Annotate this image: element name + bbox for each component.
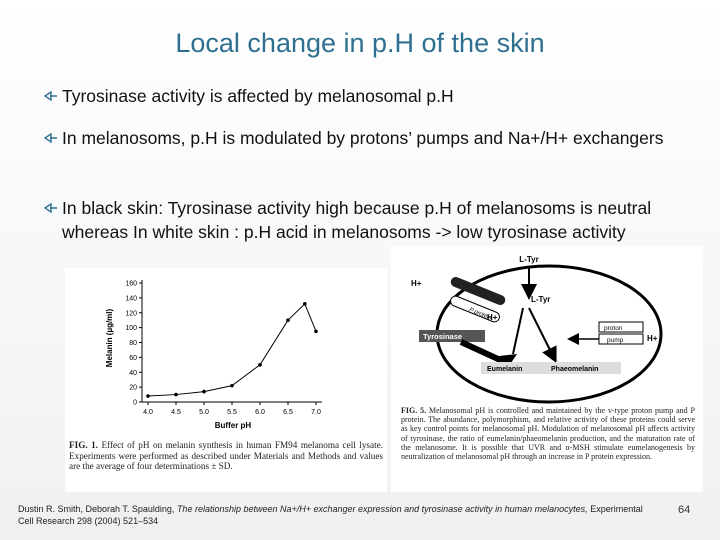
data-point [146,394,150,398]
diagram-label: Phaeomelanin [551,366,598,373]
x-tick-label: 4.5 [171,409,181,416]
x-tick-label: 7.0 [311,409,321,416]
diagram-label: L-Tyr [531,295,550,304]
figure2-caption: FIG. 5. Melanosomal pH is controlled and… [401,406,695,461]
y-tick-label: 140 [125,295,137,302]
caption-label: FIG. 5. [401,406,427,415]
citation: Dustin R. Smith, Deborah T. Spaulding, T… [18,503,658,527]
x-tick-label: 6.0 [255,409,265,416]
data-line [147,302,317,397]
diagram-label: Tyrosinase [423,332,462,341]
page-number: 64 [678,504,691,516]
x-tick-label: 5.5 [227,409,237,416]
data-point [303,302,307,306]
melanin-chart: Melanin (µg/ml) Buffer pH 0 20 40 60 80 100 12… [105,280,322,430]
x-axis-label: Buffer pH [215,421,252,430]
caption-text: Effect of pH on melanin synthesis in hum… [69,440,384,471]
y-tick-label: 60 [129,355,137,362]
data-point [230,383,234,388]
diagram-label: H+ [647,334,658,343]
x-tick-label: 5.0 [199,409,209,416]
caption-text: Melanosomal pH is controlled and maintai… [401,406,695,462]
y-axis-label: Melanin (µg/ml) [105,308,114,367]
diagram-label: H+ [411,279,422,288]
y-tick-label: 120 [125,310,137,317]
caption-label: FIG. 1. [69,440,98,450]
data-point [202,389,206,394]
diagram-label: H+ [487,313,498,322]
citation-journal: Experimental Cell Research 298 (2004) 52… [18,504,643,526]
diagram-label: pump [607,337,624,344]
bullet-icon [44,133,57,143]
figure2: L-Tyr H+ P protein H+ L-Tyr Tyrosinase p… [391,246,703,492]
diagram-label: proton [604,325,623,332]
bullet-icon [44,203,57,213]
y-tick-label: 20 [129,385,137,392]
bullet-icon [44,91,57,101]
x-tick-label: 4.0 [143,409,153,416]
bullet-text: In black skin: Tyrosinase activity high … [62,198,652,242]
y-tick-label: 80 [129,340,137,347]
bullet: Tyrosinase activity is affected by melan… [44,84,702,108]
bullet-text: Tyrosinase activity is affected by melan… [62,86,454,106]
bullet: In black skin: Tyrosinase activity high … [44,196,702,244]
slide-title: Local change in p.H of the skin [175,28,545,58]
diagram-label: L-Tyr [519,255,538,264]
citation-article: The relationship between Na+/H+ exchange… [176,504,588,514]
diagram-label: Eumelanin [487,366,522,373]
data-point [314,329,318,334]
y-tick-label: 40 [129,370,137,377]
data-point [286,318,290,322]
bullet: In melanosoms, p.H is modulated by proto… [44,126,702,150]
y-tick-label: 160 [125,281,137,288]
bullet-text: In melanosoms, p.H is modulated by proto… [62,128,664,148]
y-tick-label: 100 [125,325,137,332]
x-tick-label: 6.5 [283,409,293,416]
data-point [258,363,262,367]
data-point [174,392,178,397]
melanosome-diagram: L-Tyr H+ P protein H+ L-Tyr Tyrosinase p… [411,255,663,404]
figure1-caption: FIG. 1. Effect of pH on melanin synthesi… [69,440,383,472]
citation-authors: Dustin R. Smith, Deborah T. Spaulding, [18,504,175,514]
figure1: Melanin (µg/ml) Buffer pH 0 20 40 60 80 100 12… [65,268,387,492]
y-tick-label: 0 [133,400,137,407]
